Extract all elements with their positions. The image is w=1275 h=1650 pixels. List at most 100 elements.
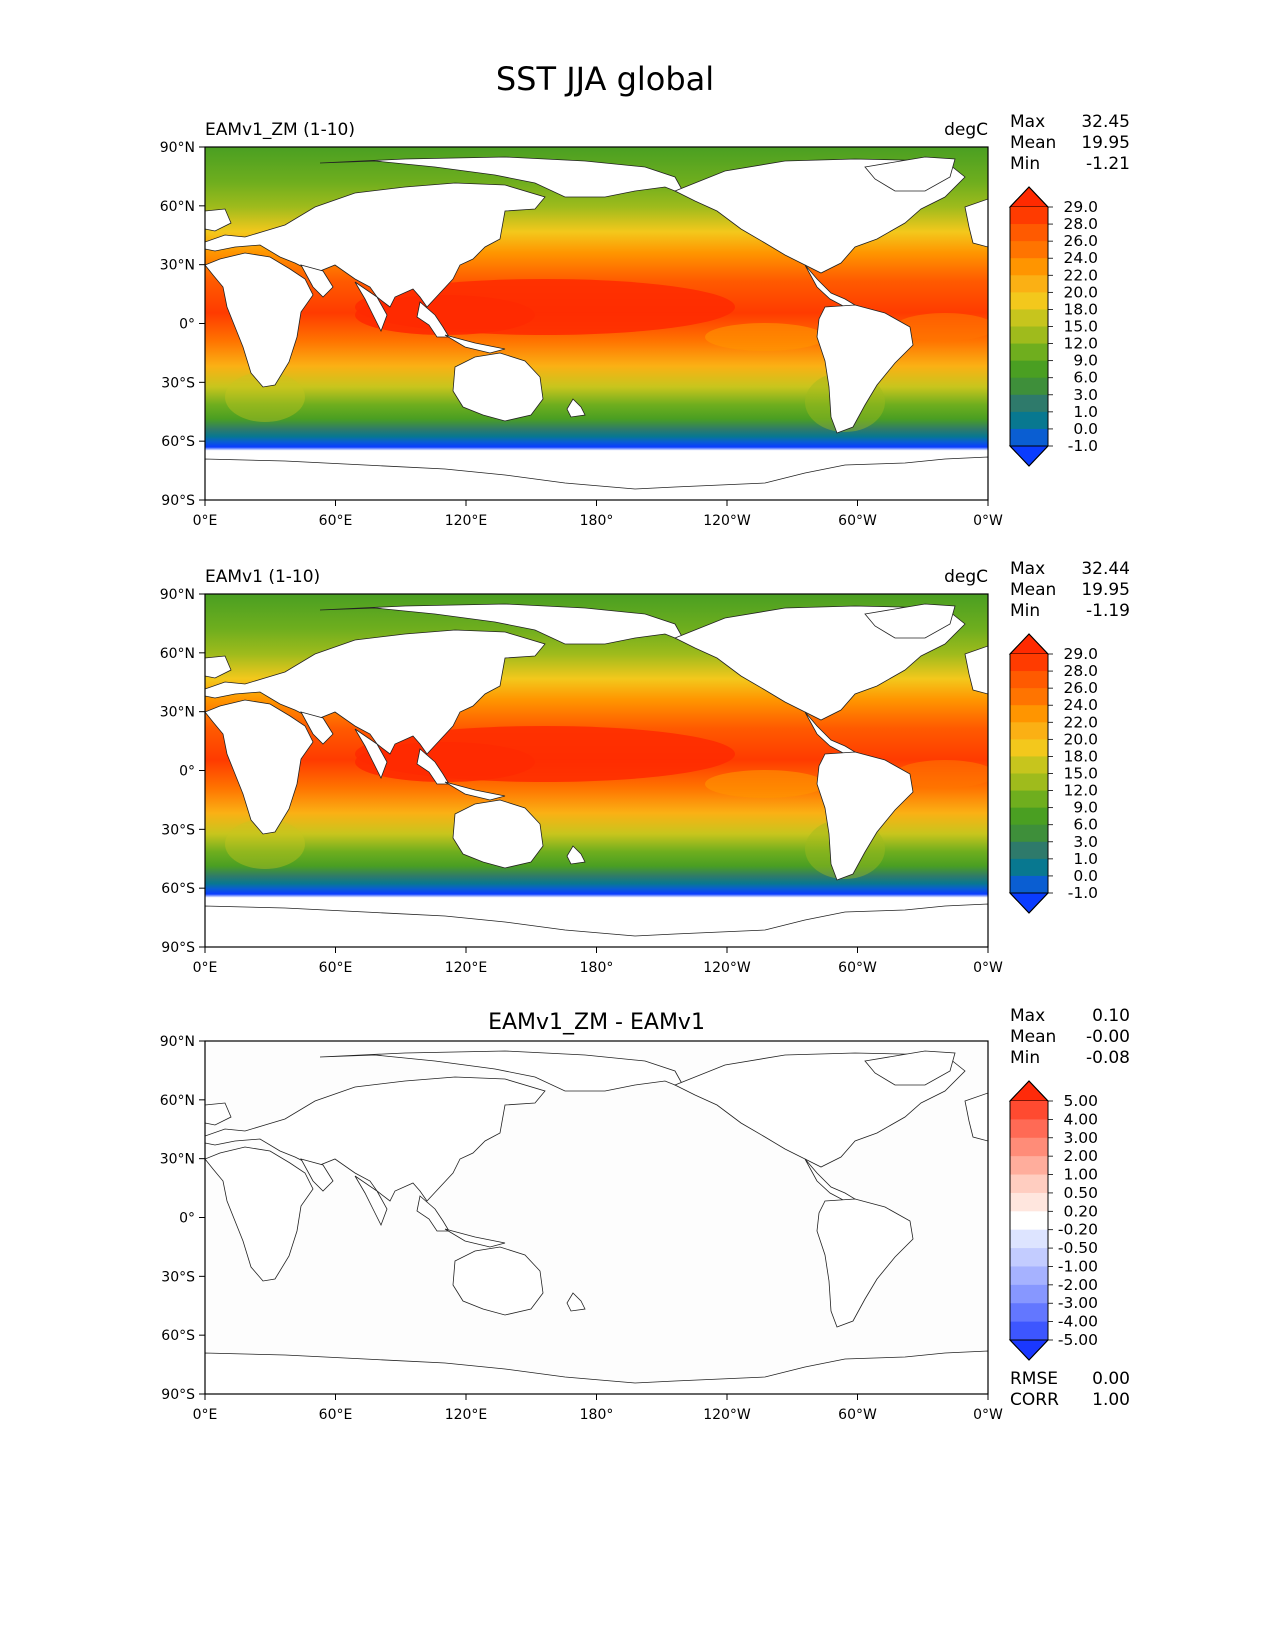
colorbar-level-label: -1.0 bbox=[1068, 437, 1098, 455]
y-tick-label: 60°N bbox=[160, 199, 195, 215]
colorbar-swatch bbox=[1010, 1119, 1048, 1139]
colorbar-swatch bbox=[1010, 343, 1048, 362]
colorbar-swatch bbox=[1010, 1137, 1048, 1157]
colorbar-swatch bbox=[1010, 824, 1048, 843]
x-tick-label: 60°E bbox=[319, 513, 353, 529]
colorbar-swatch bbox=[1010, 858, 1048, 877]
y-tick-label: 30°N bbox=[160, 1152, 195, 1168]
colorbar: 5.004.003.002.001.000.500.20-0.20-0.50-1… bbox=[1008, 1080, 1098, 1361]
colorbar-swatch bbox=[1010, 1284, 1048, 1304]
x-tick-label: 180° bbox=[580, 960, 614, 976]
colorbar-swatch bbox=[1010, 1156, 1048, 1176]
stat-name-max: Max bbox=[1010, 559, 1045, 579]
y-tick-label: 90°N bbox=[160, 587, 195, 603]
panel-units: degC bbox=[944, 120, 988, 140]
stat-value-min: -0.08 bbox=[1086, 1048, 1130, 1068]
colorbar-level-label: 20.0 bbox=[1063, 730, 1098, 748]
colorbar-level-label: 0.20 bbox=[1063, 1202, 1098, 1220]
x-tick-label: 60°E bbox=[319, 960, 353, 976]
colorbar-level-label: 0.50 bbox=[1063, 1184, 1098, 1202]
colorbar-level-label: 15.0 bbox=[1063, 318, 1098, 336]
x-tick-label: 180° bbox=[580, 513, 614, 529]
colorbar-level-label: 22.0 bbox=[1063, 713, 1098, 731]
colorbar-level-label: -0.50 bbox=[1058, 1239, 1098, 1257]
colorbar-swatch bbox=[1010, 258, 1048, 276]
x-tick-label: 120°W bbox=[703, 513, 751, 529]
colorbar-swatch bbox=[1010, 705, 1048, 723]
colorbar-swatch bbox=[1010, 1101, 1048, 1120]
colorbar-swatch bbox=[1010, 688, 1048, 706]
colorbar-level-label: 6.0 bbox=[1073, 816, 1098, 834]
colorbar-max-arrow bbox=[1008, 1080, 1050, 1102]
y-tick-label: 30°N bbox=[160, 258, 195, 274]
colorbar-swatch bbox=[1010, 394, 1048, 413]
colorbar-min-arrow bbox=[1008, 1339, 1050, 1361]
colorbar: 29.028.026.024.022.020.018.015.012.09.06… bbox=[1008, 633, 1098, 914]
colorbar-level-label: 0.0 bbox=[1073, 867, 1098, 885]
colorbar-level-label: -1.00 bbox=[1058, 1257, 1098, 1275]
colorbar-level-label: 18.0 bbox=[1063, 300, 1098, 318]
y-tick-label: 60°N bbox=[160, 646, 195, 662]
stat-name-min: Min bbox=[1010, 1048, 1040, 1068]
y-tick-label: 60°S bbox=[161, 881, 195, 897]
colorbar-min-arrow bbox=[1008, 892, 1050, 914]
colorbar-swatch bbox=[1010, 1303, 1048, 1323]
colorbar-swatch bbox=[1010, 722, 1048, 740]
colorbar-swatch bbox=[1010, 1266, 1048, 1286]
map-field bbox=[205, 147, 988, 500]
colorbar-level-label: 15.0 bbox=[1063, 765, 1098, 783]
colorbar-level-label: 18.0 bbox=[1063, 747, 1098, 765]
y-tick-label: 90°S bbox=[161, 940, 195, 956]
colorbar-swatch bbox=[1010, 224, 1048, 242]
colorbar-swatch bbox=[1010, 207, 1048, 225]
x-tick-label: 0°E bbox=[193, 960, 218, 976]
colorbar-swatch bbox=[1010, 671, 1048, 689]
colorbar-level-label: 3.0 bbox=[1073, 386, 1098, 404]
colorbar-swatch bbox=[1010, 292, 1048, 310]
colorbar-level-label: 4.00 bbox=[1063, 1110, 1098, 1128]
stat-value-mean: 19.95 bbox=[1081, 580, 1130, 600]
y-tick-label: 90°N bbox=[160, 1034, 195, 1050]
colorbar-level-label: 12.0 bbox=[1063, 782, 1098, 800]
colorbar-level-label: -2.00 bbox=[1058, 1276, 1098, 1294]
stat-value-mean: 19.95 bbox=[1081, 133, 1130, 153]
x-tick-label: 120°E bbox=[445, 513, 488, 529]
colorbar-swatch bbox=[1010, 841, 1048, 860]
panel-title: EAMv1_ZM - EAMv1 bbox=[488, 1010, 705, 1035]
colorbar: 29.028.026.024.022.020.018.015.012.09.06… bbox=[1008, 186, 1098, 467]
colorbar-level-label: 29.0 bbox=[1063, 645, 1098, 663]
y-tick-label: 90°S bbox=[161, 493, 195, 509]
colorbar-level-label: 29.0 bbox=[1063, 198, 1098, 216]
stat-name-mean: Mean bbox=[1010, 580, 1056, 600]
y-tick-label: 90°N bbox=[160, 140, 195, 156]
x-tick-label: 0°W bbox=[973, 1407, 1003, 1423]
colorbar-level-label: 24.0 bbox=[1063, 249, 1098, 267]
x-tick-label: 0°W bbox=[973, 960, 1003, 976]
stat-name-max: Max bbox=[1010, 112, 1045, 132]
colorbar-level-label: 2.00 bbox=[1063, 1147, 1098, 1165]
panel-title: EAMv1 (1-10) bbox=[205, 567, 320, 587]
panel-3: EAMv1_ZM - EAMv1 90°N 60°N 30°N 0° 30°S 60°S 90… bbox=[160, 1006, 1130, 1423]
stat-value-rmse: 0.00 bbox=[1092, 1369, 1130, 1389]
colorbar-swatch bbox=[1010, 654, 1048, 672]
colorbar-swatch bbox=[1010, 326, 1048, 345]
x-tick-label: 60°W bbox=[838, 513, 877, 529]
colorbar-swatch bbox=[1010, 1211, 1048, 1231]
stat-value-min: -1.21 bbox=[1086, 154, 1130, 174]
stat-name-min: Min bbox=[1010, 154, 1040, 174]
colorbar-swatch bbox=[1010, 275, 1048, 293]
colorbar-level-label: -0.20 bbox=[1058, 1221, 1098, 1239]
x-tick-label: 120°W bbox=[703, 960, 751, 976]
colorbar-swatch bbox=[1010, 360, 1048, 379]
colorbar-swatch bbox=[1010, 1248, 1048, 1267]
colorbar-level-label: 26.0 bbox=[1063, 679, 1098, 697]
stat-name-min: Min bbox=[1010, 601, 1040, 621]
x-tick-label: 0°W bbox=[973, 513, 1003, 529]
x-tick-label: 120°E bbox=[445, 1407, 488, 1423]
stat-value-max: 32.44 bbox=[1081, 559, 1130, 579]
colorbar-swatch bbox=[1010, 411, 1048, 430]
colorbar-level-label: 6.0 bbox=[1073, 369, 1098, 387]
y-tick-label: 0° bbox=[179, 1211, 195, 1227]
colorbar-level-label: 22.0 bbox=[1063, 266, 1098, 284]
stat-name-mean: Mean bbox=[1010, 1027, 1056, 1047]
